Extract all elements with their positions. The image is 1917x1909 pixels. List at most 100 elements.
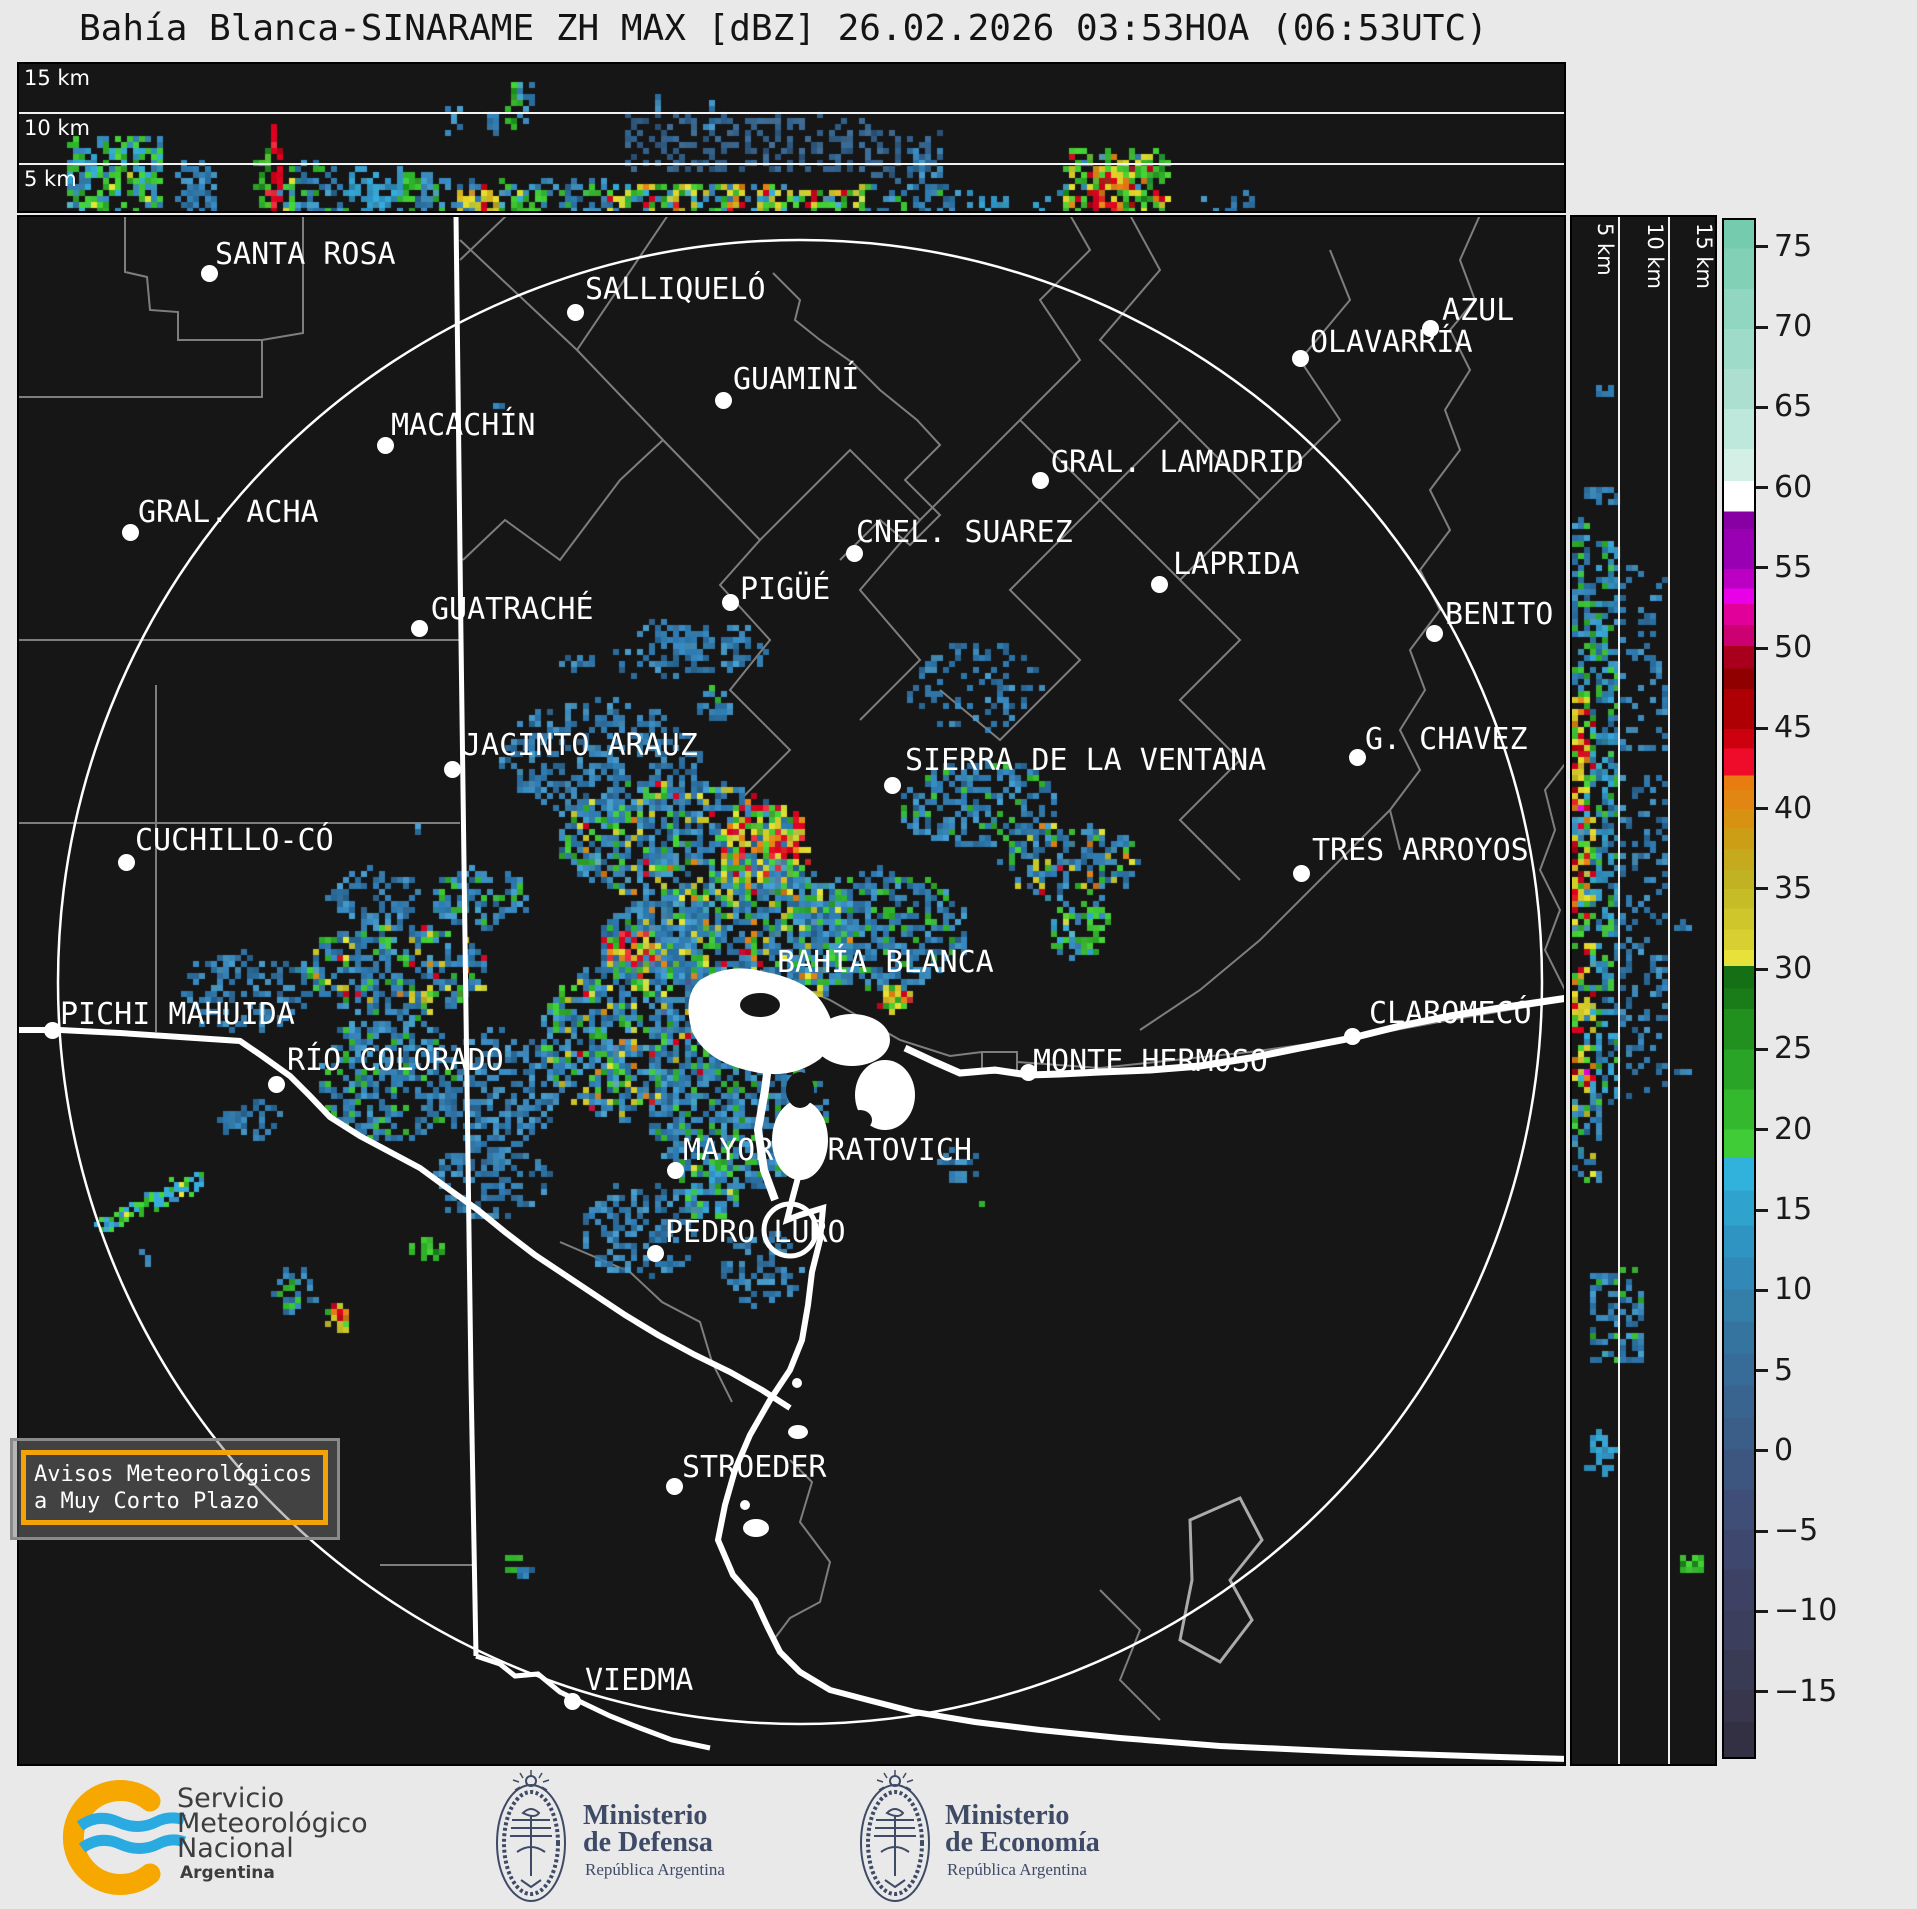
defensa-emblem-icon bbox=[496, 1770, 566, 1902]
colorbar-tick-label: 10 bbox=[1774, 1272, 1813, 1308]
colorbar-tick bbox=[1756, 566, 1768, 570]
city-label: BENITO bbox=[1445, 597, 1554, 632]
top-altitude-label: 5 km bbox=[24, 167, 77, 191]
colorbar-tick bbox=[1756, 1288, 1768, 1292]
city-label: MAYOR BURATOVICH bbox=[683, 1133, 972, 1168]
rio-colorado-river bbox=[19, 1027, 792, 1411]
colorbar-tick bbox=[1756, 1690, 1768, 1694]
warning-line-1: Avisos Meteorológicos bbox=[34, 1462, 313, 1487]
warning-line-2: a Muy Corto Plazo bbox=[34, 1489, 260, 1514]
city-label: SIERRA DE LA VENTANA bbox=[905, 743, 1267, 778]
city-label: GUAMINÍ bbox=[733, 362, 860, 397]
city-label: RÍO COLORADO bbox=[287, 1043, 504, 1078]
altitude-vline-5km bbox=[1618, 217, 1620, 1764]
city-dot bbox=[1293, 865, 1310, 882]
warning-box-border: Avisos Meteorológicos a Muy Corto Plazo bbox=[21, 1450, 328, 1525]
smn-logo-icon bbox=[62, 1780, 187, 1895]
altitude-line-5km bbox=[19, 163, 1564, 165]
page-title: Bahía Blanca-SINARAME ZH MAX [dBZ] 26.02… bbox=[79, 8, 1488, 49]
colorbar-tick bbox=[1756, 967, 1768, 971]
city-dot bbox=[647, 1245, 664, 1262]
city-dot bbox=[1422, 320, 1439, 337]
city-dot bbox=[666, 1478, 683, 1495]
coastline-south bbox=[714, 1169, 1564, 1762]
city-label: GRAL. ACHA bbox=[138, 495, 319, 530]
city-dot bbox=[122, 524, 139, 541]
colorbar-tick bbox=[1756, 1208, 1768, 1212]
city-label: GUATRACHÉ bbox=[431, 592, 594, 627]
colorbar-tick bbox=[1756, 1449, 1768, 1453]
colorbar-tick-label: −5 bbox=[1774, 1513, 1819, 1549]
city-dot bbox=[44, 1022, 61, 1039]
colorbar-tick-label: 50 bbox=[1774, 630, 1813, 666]
city-label: JACINTO ARAUZ bbox=[463, 728, 698, 763]
warning-box: Avisos Meteorológicos a Muy Corto Plazo bbox=[10, 1438, 340, 1540]
colorbar-tick bbox=[1756, 405, 1768, 409]
city-label: CUCHILLO-CÓ bbox=[135, 823, 334, 858]
city-dot bbox=[444, 761, 461, 778]
city-label: TRES ARROYOS bbox=[1312, 833, 1529, 868]
city-label: MONTE HERMOSO bbox=[1033, 1044, 1268, 1079]
city-dot bbox=[846, 545, 863, 562]
colorbar-tick-label: 65 bbox=[1774, 389, 1813, 425]
city-label: BAHÍA BLANCA bbox=[777, 945, 994, 980]
city-label: STROEDER bbox=[682, 1450, 827, 1485]
city-label: OLAVARRÍA bbox=[1310, 325, 1473, 360]
colorbar-tick-label: 45 bbox=[1774, 710, 1813, 746]
smn-name-line2: Meteorológico bbox=[177, 1808, 368, 1839]
colorbar-tick bbox=[1756, 1609, 1768, 1613]
colorbar-tick bbox=[1756, 887, 1768, 891]
city-dot bbox=[1020, 1064, 1037, 1081]
smn-country: Argentina bbox=[180, 1863, 275, 1883]
city-label: LAPRIDA bbox=[1173, 547, 1300, 582]
colorbar-tick bbox=[1756, 807, 1768, 811]
city-label: GRAL. LAMADRID bbox=[1051, 445, 1304, 480]
city-dot bbox=[564, 1693, 581, 1710]
altitude-line-10km bbox=[19, 112, 1564, 114]
colorbar-tick-label: 20 bbox=[1774, 1111, 1813, 1147]
city-label: SANTA ROSA bbox=[215, 237, 396, 272]
city-dot bbox=[884, 777, 901, 794]
dbz-colorbar bbox=[1722, 218, 1756, 1759]
colorbar-tick-label: 60 bbox=[1774, 469, 1813, 505]
colorbar-tick-label: −15 bbox=[1774, 1673, 1838, 1709]
city-dot bbox=[118, 854, 135, 871]
colorbar-tick bbox=[1756, 1128, 1768, 1132]
city-label: SALLIQUELÓ bbox=[585, 272, 766, 307]
economia-line1: Ministerio bbox=[945, 1800, 1070, 1831]
altitude-vline-10km bbox=[1668, 217, 1670, 1764]
right-echo-canvas bbox=[1572, 217, 1715, 1764]
colorbar-tick bbox=[1756, 646, 1768, 650]
city-dot bbox=[1032, 472, 1049, 489]
top-altitude-label: 15 km bbox=[24, 66, 91, 90]
city-dot bbox=[1292, 350, 1309, 367]
colorbar-tick bbox=[1756, 486, 1768, 490]
colorbar-tick bbox=[1756, 1529, 1768, 1533]
city-dot bbox=[411, 620, 428, 637]
city-dot bbox=[377, 437, 394, 454]
colorbar-tick-label: 0 bbox=[1774, 1432, 1794, 1468]
city-dot bbox=[1426, 625, 1443, 642]
colorbar-tick-label: 15 bbox=[1774, 1192, 1813, 1228]
smn-name-line1: Servicio bbox=[177, 1783, 285, 1814]
city-dot bbox=[759, 975, 776, 992]
city-dot bbox=[1151, 576, 1168, 593]
city-dot bbox=[567, 304, 584, 321]
city-label: AZUL bbox=[1442, 293, 1515, 328]
economia-emblem-icon bbox=[860, 1770, 930, 1902]
top-altitude-label: 10 km bbox=[24, 116, 91, 140]
city-dot bbox=[715, 392, 732, 409]
colorbar-tick-label: −10 bbox=[1774, 1593, 1838, 1629]
estuary-landmass bbox=[688, 968, 833, 1075]
colorbar-tick bbox=[1756, 1369, 1768, 1373]
defensa-sub: República Argentina bbox=[585, 1860, 725, 1879]
city-label: PIGÜÉ bbox=[740, 572, 831, 607]
colorbar-tick-label: 55 bbox=[1774, 549, 1813, 585]
city-dot bbox=[1344, 1028, 1361, 1045]
city-dot bbox=[667, 1162, 684, 1179]
right-cross-section-panel: 5 km 10 km 15 km bbox=[1570, 215, 1717, 1766]
city-dot bbox=[1349, 749, 1366, 766]
city-label: MACACHÍN bbox=[391, 408, 536, 443]
